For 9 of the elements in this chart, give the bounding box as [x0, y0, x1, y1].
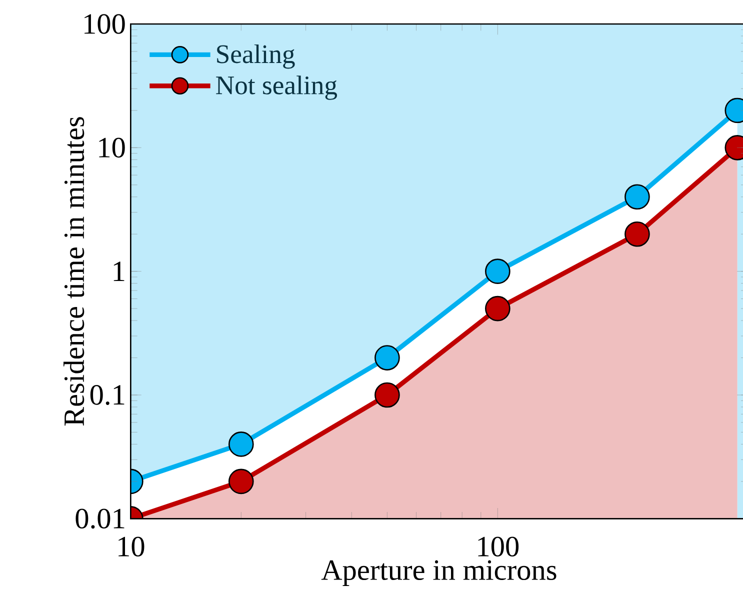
- x-axis-title: Aperture in microns: [321, 560, 556, 586]
- y-tick-label: 1: [114, 262, 124, 282]
- legend-label: Sealing: [217, 44, 295, 69]
- y-tick-label: 100: [84, 14, 125, 34]
- y-tick-label: 0.01: [76, 508, 124, 529]
- legend-label: Not sealing: [216, 76, 338, 100]
- y-axis-title: Residence time in minutes: [64, 117, 84, 426]
- y-tick-label: 0.1: [90, 385, 124, 405]
- y-tick-label: 10: [99, 138, 125, 158]
